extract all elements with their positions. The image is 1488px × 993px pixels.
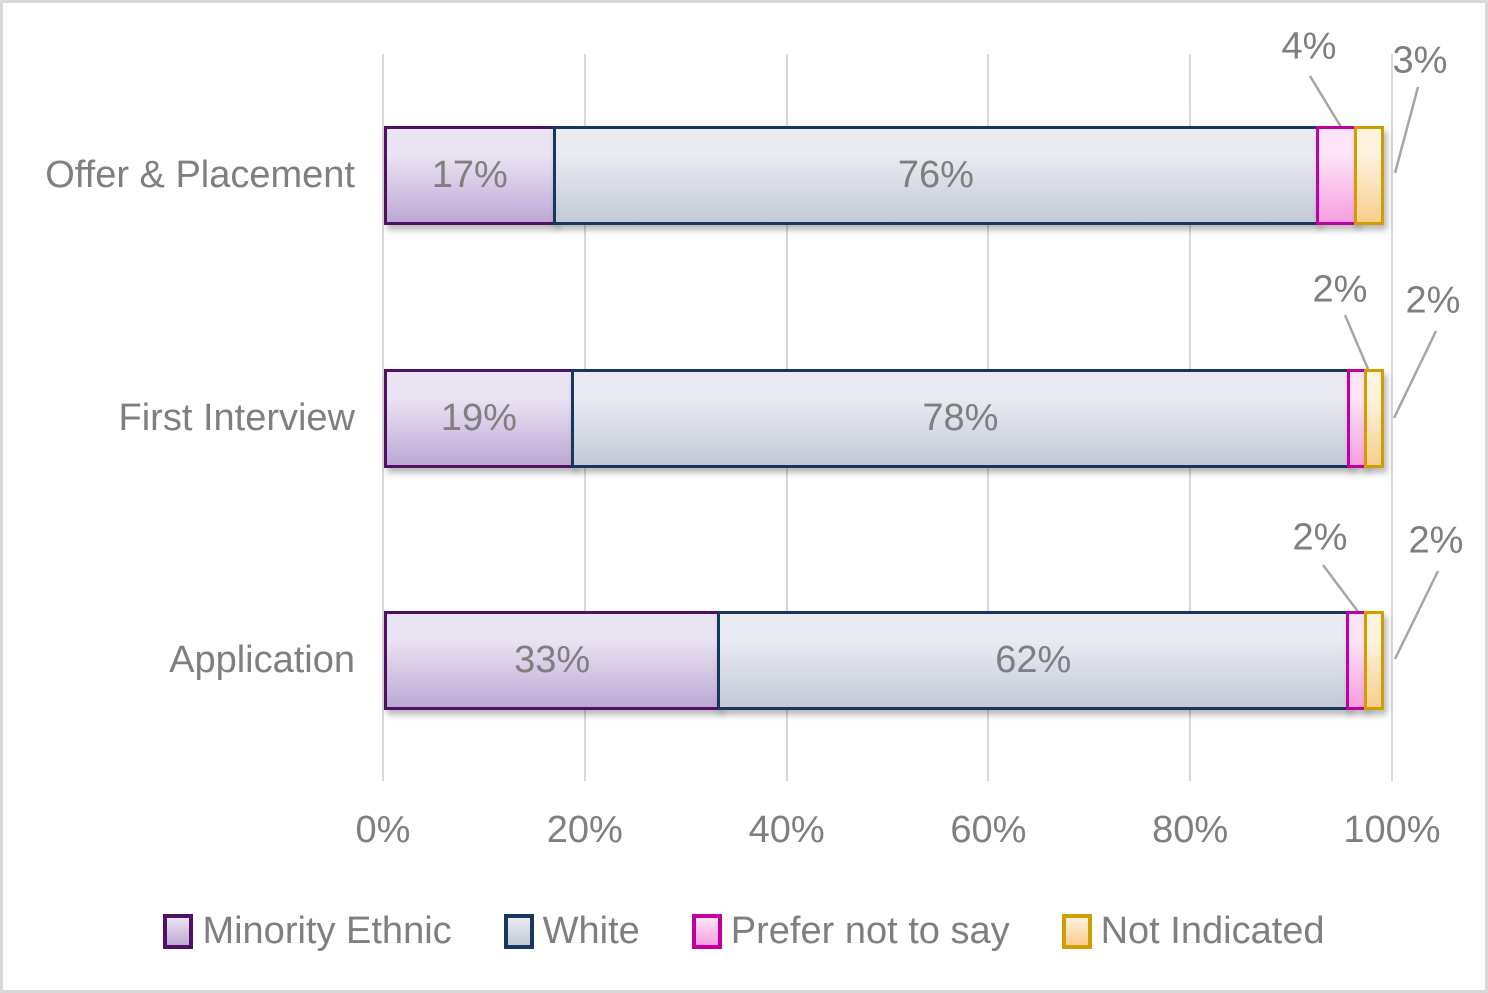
data-label: 19% (440, 397, 517, 439)
data-label-callout: 2% (1292, 516, 1348, 559)
leader-line (1343, 314, 1370, 370)
legend-swatch (163, 913, 194, 949)
bar-segment (1363, 611, 1384, 710)
legend-label: Prefer not to say (730, 909, 1010, 952)
legend-label: Not Indicated (1100, 909, 1325, 952)
bar-row: 19% 78% (384, 369, 1393, 468)
bar-segment (1363, 369, 1384, 468)
legend-swatch (691, 913, 722, 949)
x-tick-label: 80% (1152, 809, 1229, 851)
leader-line (1392, 330, 1438, 419)
bar-row: 33% 62% (384, 611, 1393, 710)
data-label: 62% (995, 639, 1072, 681)
data-label-callout: 2% (1408, 519, 1464, 562)
bar-segment: 33% (384, 611, 721, 710)
legend-swatch (1061, 913, 1092, 949)
bar-segment: 19% (384, 369, 574, 468)
x-tick-label: 60% (950, 809, 1027, 851)
bar-segment: 62% (717, 611, 1350, 710)
category-label: First Interview (118, 397, 355, 439)
legend-item: Minority Ethnic (163, 909, 452, 953)
gridline-0% (382, 54, 384, 781)
x-tick-label: 0% (355, 809, 411, 851)
bar-row: 17% 76% (384, 126, 1393, 225)
bar-segment (1316, 126, 1357, 225)
leader-line (1393, 570, 1440, 660)
data-label-callout: 4% (1281, 25, 1337, 68)
data-label-callout: 2% (1405, 279, 1461, 322)
gridline-100% (1391, 54, 1393, 781)
bar-segment: 17% (384, 126, 556, 225)
data-label: 33% (514, 639, 591, 681)
leader-line (1308, 75, 1343, 128)
legend-swatch (503, 913, 534, 949)
legend-item: White (503, 909, 640, 953)
legend-label: Minority Ethnic (202, 909, 452, 952)
legend-label: White (542, 909, 640, 952)
leader-line (1393, 86, 1420, 174)
data-label: 17% (431, 154, 508, 196)
bar-segment: 78% (570, 369, 1351, 468)
legend-item: Prefer not to say (691, 909, 1010, 953)
data-label-callout: 2% (1312, 268, 1368, 311)
bar-segment: 76% (552, 126, 1320, 225)
data-label: 76% (897, 154, 974, 196)
legend-item: Not Indicated (1061, 909, 1325, 953)
category-label: Offer & Placement (45, 154, 355, 196)
x-tick-label: 20% (546, 809, 623, 851)
x-tick-label: 40% (748, 809, 825, 851)
category-label: Application (169, 639, 355, 681)
bar-segment (1353, 126, 1384, 225)
data-label-callout: 3% (1392, 39, 1448, 82)
legend: Minority Ethnic White Prefer not to say Not… (3, 901, 1485, 961)
leader-line (1322, 564, 1360, 614)
x-tick-label: 100% (1343, 809, 1441, 851)
data-label: 78% (922, 397, 999, 439)
